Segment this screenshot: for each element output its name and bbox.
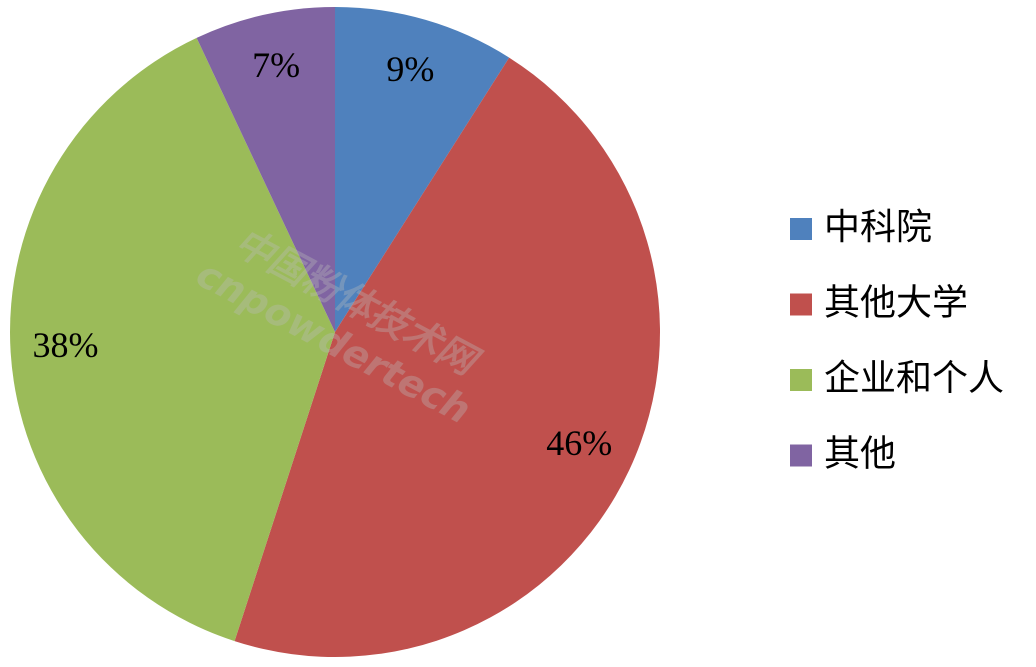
value-label: 7% [252,45,300,85]
legend-swatch [790,218,812,240]
legend-label: 企业和个人 [824,358,1004,399]
value-label: 46% [546,423,612,463]
legend-label: 其他 [824,434,896,475]
pie-slice [9,37,336,642]
legend-label: 其他大学 [824,283,968,324]
pie-slice [335,7,510,332]
value-label: 9% [386,49,434,89]
legend-swatch [790,369,812,391]
legend-swatch [790,444,812,467]
pie-slice [234,57,660,657]
legend-swatch [790,293,812,316]
value-label: 38% [33,325,99,365]
legend-label: 中科院 [824,207,932,248]
pie-slice [196,6,335,332]
